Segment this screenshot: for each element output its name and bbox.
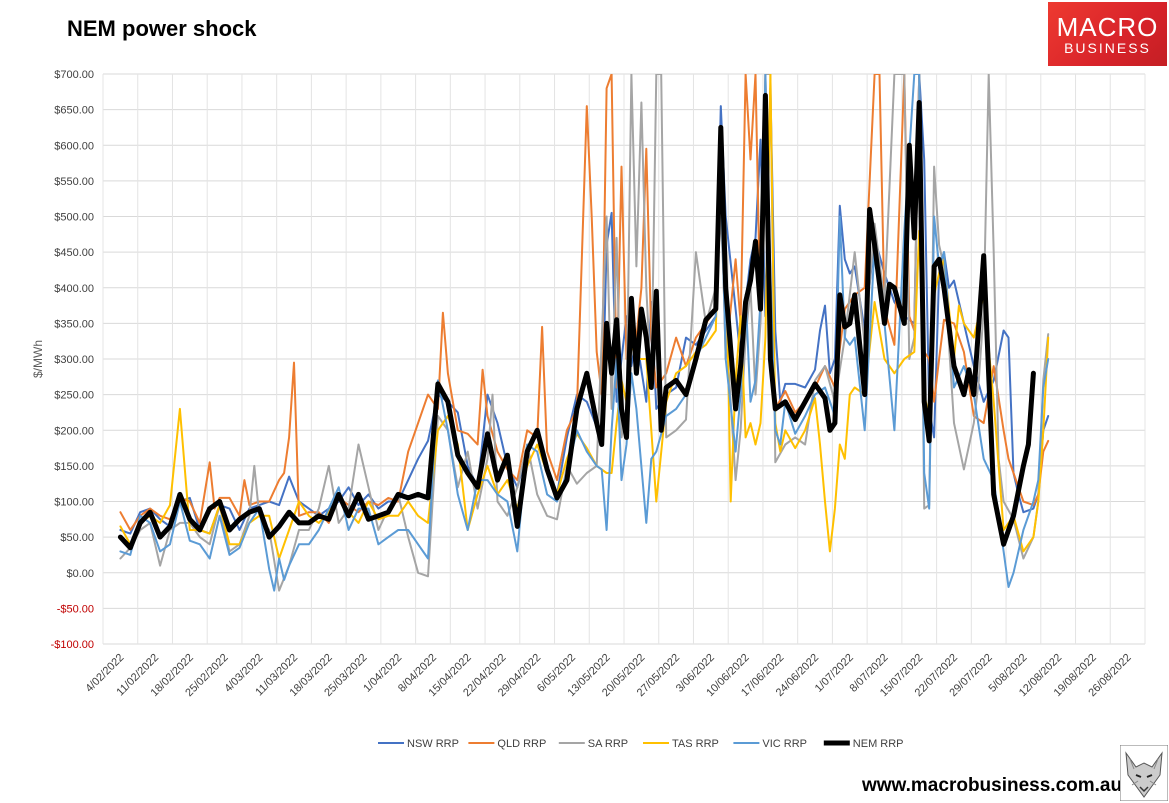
legend: NSW RRP QLD RRP SA RRP TAS RRP VIC RRP NEM RR… <box>378 738 904 750</box>
x-axis-tick-labels: 4/02/202211/02/202218/02/202225/02/20224… <box>83 652 1133 699</box>
logo-line-2: BUSINESS <box>1064 40 1151 56</box>
y-tick-label: $450.00 <box>54 247 94 259</box>
legend-label: NSW RRP <box>407 738 459 750</box>
series-line-tas-rrp <box>119 74 1050 560</box>
y-tick-label: -$50.00 <box>57 603 94 615</box>
legend-label: SA RRP <box>588 738 628 750</box>
y-tick-label: $50.00 <box>60 532 94 544</box>
legend-label: QLD RRP <box>497 738 546 750</box>
y-tick-label: $300.00 <box>54 354 94 366</box>
series-line-nem-rrp <box>117 92 1036 551</box>
legend-label: TAS RRP <box>672 738 719 750</box>
series-lines <box>117 74 1050 592</box>
y-tick-label: $100.00 <box>54 497 94 509</box>
y-tick-label: $0.00 <box>66 568 94 580</box>
logo-line-1: MACRO <box>1056 12 1159 42</box>
y-axis-label: $/MWh <box>31 340 45 378</box>
legend-label: VIC RRP <box>762 738 807 750</box>
y-tick-label: $200.00 <box>54 425 94 437</box>
fox-logo-icon <box>1120 745 1168 801</box>
y-tick-label: $500.00 <box>54 212 94 224</box>
series-line-vic-rrp <box>119 74 1050 592</box>
y-tick-label: $250.00 <box>54 390 94 402</box>
y-tick-label: $600.00 <box>54 140 94 152</box>
legend-label: NEM RRP <box>853 738 904 750</box>
macro-business-logo: MACRO BUSINESS <box>1048 2 1167 66</box>
y-tick-label: $550.00 <box>54 176 94 188</box>
y-tick-label: -$100.00 <box>51 639 94 651</box>
y-tick-label: $650.00 <box>54 105 94 117</box>
footer-url: www.macrobusiness.com.au <box>862 775 1123 796</box>
y-tick-label: $350.00 <box>54 318 94 330</box>
chart-title: NEM power shock <box>67 16 257 41</box>
y-tick-label: $700.00 <box>54 69 94 81</box>
y-axis-tick-labels: -$100.00 -$50.00 $0.00 $50.00 $100.00 $150.00… <box>51 69 94 651</box>
y-tick-label: $400.00 <box>54 283 94 295</box>
y-tick-label: $150.00 <box>54 461 94 473</box>
